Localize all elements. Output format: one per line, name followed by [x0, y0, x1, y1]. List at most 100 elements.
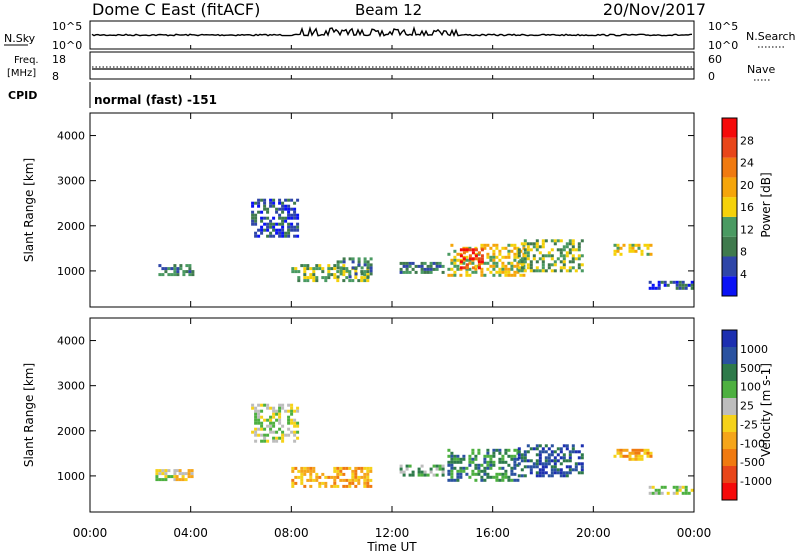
data-cell	[447, 267, 451, 271]
data-cell	[290, 430, 294, 434]
data-cell	[532, 465, 536, 469]
data-cell	[492, 267, 496, 271]
data-cell	[513, 472, 517, 476]
data-cell	[435, 467, 439, 471]
data-cell	[571, 468, 575, 472]
data-cell	[297, 270, 301, 274]
data-cell	[577, 266, 581, 270]
data-cell	[275, 231, 279, 235]
data-cell	[657, 283, 661, 287]
data-cell	[327, 273, 331, 277]
data-cell	[580, 456, 584, 460]
data-cell	[568, 260, 572, 264]
data-cell	[290, 418, 294, 422]
data-cell	[663, 485, 667, 489]
data-cell	[565, 459, 569, 463]
data-cell	[456, 460, 460, 464]
data-cell	[574, 257, 578, 261]
data-cell	[559, 474, 563, 478]
data-cell	[158, 469, 162, 473]
station-title: Dome C East (fitACF)	[92, 0, 260, 19]
data-cell	[646, 448, 650, 452]
data-cell	[619, 451, 623, 455]
data-cell	[257, 427, 261, 431]
data-cell	[185, 264, 189, 268]
data-cell	[306, 264, 310, 268]
data-cell	[459, 469, 463, 473]
data-cell	[510, 267, 514, 271]
data-cell	[489, 463, 493, 467]
data-cell	[504, 472, 508, 476]
data-cell	[459, 466, 463, 470]
data-cell	[260, 228, 264, 232]
data-cell	[363, 276, 367, 280]
data-cell	[281, 222, 285, 226]
data-cell	[309, 276, 313, 280]
data-cell	[648, 280, 652, 284]
data-cell	[465, 258, 469, 262]
data-cell	[408, 270, 412, 274]
data-cell	[507, 448, 511, 452]
data-cell	[489, 258, 493, 262]
data-cell	[513, 252, 517, 256]
data-cell	[453, 255, 457, 259]
data-cell	[190, 469, 194, 473]
data-cell	[486, 261, 490, 265]
data-cell	[175, 478, 179, 482]
colorbar-swatch	[722, 276, 737, 296]
data-cell	[681, 491, 685, 495]
data-cell	[173, 270, 177, 274]
data-cell	[483, 469, 487, 473]
data-cell	[538, 257, 542, 261]
data-cell	[504, 475, 508, 479]
data-cell	[526, 263, 530, 267]
data-cell	[435, 473, 439, 477]
data-cell	[278, 406, 282, 410]
data-cell	[559, 248, 563, 252]
data-cell	[281, 424, 285, 428]
data-cell	[290, 198, 294, 202]
data-cell	[565, 471, 569, 475]
data-cell	[471, 257, 475, 261]
data-cell	[266, 439, 270, 443]
data-cell	[429, 267, 433, 271]
data-cell	[498, 478, 502, 482]
data-cell	[571, 260, 575, 264]
data-cell	[408, 264, 412, 268]
data-cell	[553, 242, 557, 246]
data-cell	[529, 263, 533, 267]
data-cell	[568, 251, 572, 255]
data-cell	[296, 409, 300, 413]
data-cell	[550, 465, 554, 469]
data-cell	[306, 276, 310, 280]
data-cell	[675, 491, 679, 495]
data-cell	[474, 267, 478, 271]
data-cell	[450, 454, 454, 458]
data-cell	[474, 248, 478, 252]
data-cell	[167, 267, 171, 271]
data-cell	[453, 273, 457, 277]
data-cell	[363, 257, 367, 261]
data-cell	[474, 270, 478, 274]
data-cell	[619, 252, 623, 256]
data-cell	[269, 430, 273, 434]
data-cell	[631, 448, 635, 452]
data-cell	[447, 460, 451, 464]
data-cell	[164, 472, 168, 476]
data-cell	[544, 269, 548, 273]
data-cell	[158, 264, 162, 268]
data-cell	[269, 427, 273, 431]
data-cell	[348, 279, 352, 283]
data-cell	[517, 269, 521, 273]
data-cell	[272, 409, 276, 413]
data-cell	[678, 280, 682, 284]
data-cell	[474, 257, 478, 261]
data-cell	[278, 207, 282, 211]
data-cell	[300, 466, 304, 470]
data-cell	[251, 210, 255, 214]
data-cell	[429, 261, 433, 265]
data-cell	[477, 466, 481, 470]
data-cell	[568, 269, 572, 273]
data-cell	[544, 471, 548, 475]
data-cell	[513, 463, 517, 467]
